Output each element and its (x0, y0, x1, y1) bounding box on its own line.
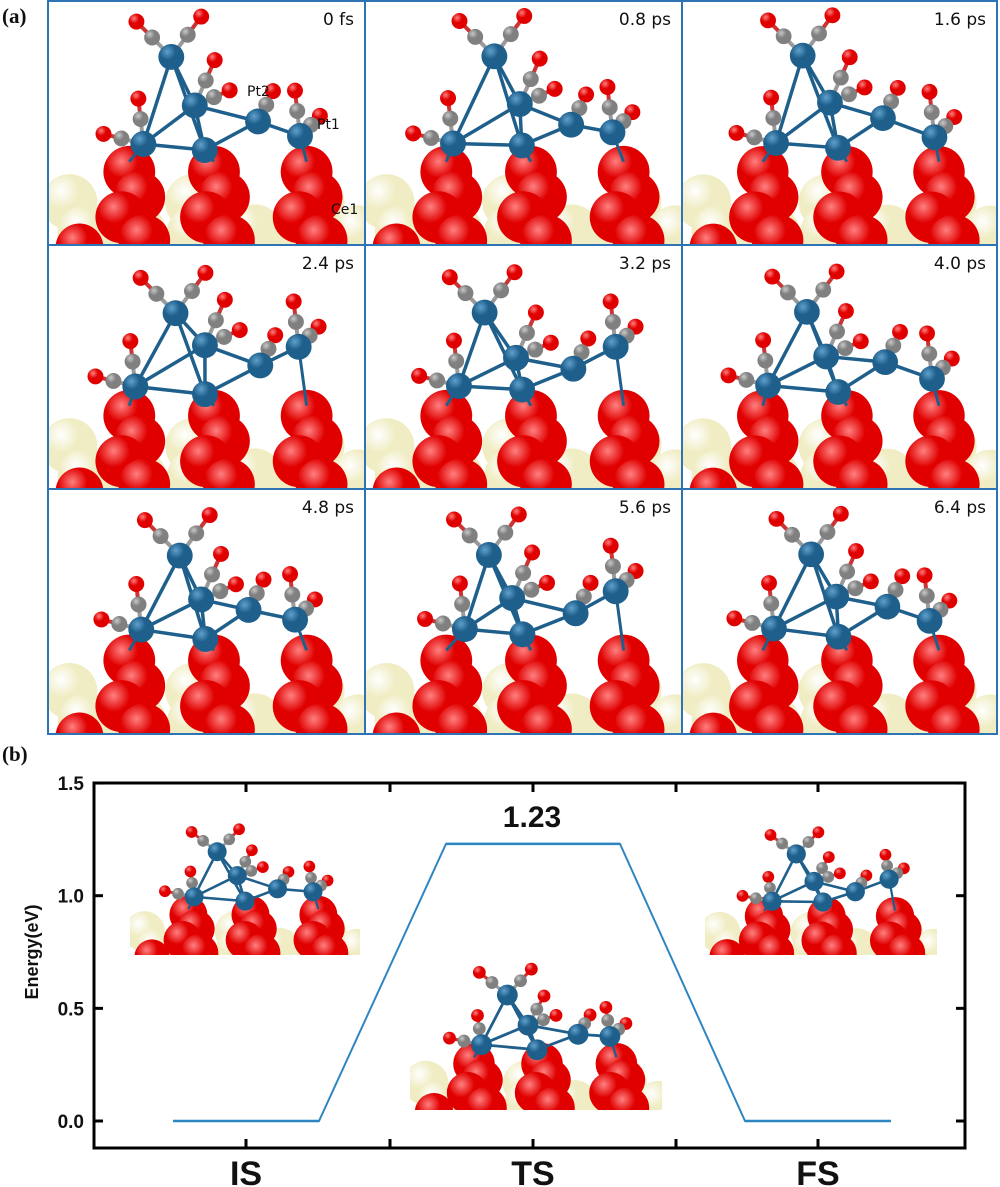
md-snapshot-frame: 2.4 ps (47, 244, 366, 490)
svg-text:0.5: 0.5 (58, 999, 85, 1020)
time-stamp-label: 6.4 ps (933, 498, 986, 518)
svg-text:IS: IS (230, 1155, 262, 1187)
svg-text:1.5: 1.5 (58, 774, 85, 795)
svg-text:0.0: 0.0 (58, 1112, 84, 1133)
inset-structure-image (705, 826, 937, 955)
x-ticks: IS TS FS (230, 783, 840, 1187)
time-stamp-label: 3.2 ps (618, 254, 671, 274)
inset-ts-structure (410, 955, 662, 1110)
svg-text:TS: TS (511, 1155, 554, 1187)
chart-axes: 0.0 0.5 1.0 1.5 IS TS FS Energy(eV) 1.23 (22, 774, 967, 1187)
md-snapshot-frame: 3.2 ps (364, 244, 683, 490)
svg-text:Energy(eV): Energy(eV) (22, 904, 42, 999)
time-stamp-label: 5.6 ps (618, 498, 671, 518)
molecular-structure-image (49, 507, 364, 733)
energy-profile-chart: 0.0 0.5 1.0 1.5 IS TS FS Energy(eV) 1.23 (0, 740, 1000, 1187)
svg-text:1.0: 1.0 (58, 887, 84, 908)
md-snapshot-frame: 0 fs Pt2 Pt1 Ce1 (47, 0, 366, 246)
md-snapshot-frame: 4.0 ps (681, 244, 998, 490)
svg-text:FS: FS (796, 1155, 839, 1187)
molecular-structure-image (49, 8, 364, 244)
inset-is-structure (130, 820, 360, 955)
molecular-structure-image (683, 263, 996, 488)
atom-label-ce1: Ce1 (331, 202, 359, 218)
atom-label-pt1: Pt1 (317, 117, 340, 133)
time-stamp-label: 2.4 ps (301, 254, 354, 274)
inset-fs-structure (705, 825, 937, 955)
energy-profile-line (173, 842, 891, 1123)
time-stamp-label: 1.6 ps (933, 10, 986, 30)
panel-a-label: (a) (2, 4, 27, 28)
time-stamp-label: 0.8 ps (618, 10, 671, 30)
molecular-structure-image (683, 505, 996, 733)
md-snapshot-frame: 6.4 ps (681, 488, 998, 735)
inset-structure-image (130, 823, 360, 955)
molecular-structure-image (366, 264, 681, 488)
time-stamp-label: 0 fs (322, 10, 354, 30)
molecular-structure-image (683, 7, 996, 244)
molecular-structure-image (49, 264, 364, 488)
md-snapshot-frame: 5.6 ps (364, 488, 683, 735)
md-snapshot-frame: 1.6 ps (681, 0, 998, 246)
atom-label-pt2: Pt2 (247, 84, 270, 100)
panel-b-label: (b) (2, 742, 28, 766)
md-snapshot-frame: 0.8 ps (364, 0, 683, 246)
md-snapshot-grid: 0 fs Pt2 Pt1 Ce1 0.8 ps 1.6 ps 2.4 ps 3.2 ps 4.0… (47, 0, 998, 735)
inset-structure-image (410, 962, 662, 1110)
svg-text:1.23: 1.23 (503, 801, 561, 834)
molecular-structure-image (366, 506, 681, 733)
molecular-structure-image (366, 7, 681, 244)
time-stamp-label: 4.8 ps (301, 498, 354, 518)
md-snapshot-frame: 4.8 ps (47, 488, 366, 735)
y-ticks: 0.0 0.5 1.0 1.5 (58, 774, 965, 1133)
time-stamp-label: 4.0 ps (933, 254, 986, 274)
